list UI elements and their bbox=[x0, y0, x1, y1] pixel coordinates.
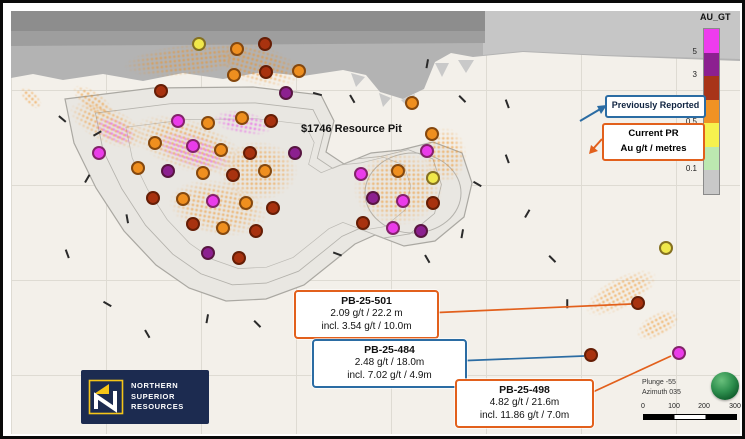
legend-color-segment bbox=[704, 76, 719, 100]
previously-reported-box: Previously Reported bbox=[605, 95, 706, 118]
hole-grade: 2.09 g/t / 22.2 m bbox=[330, 308, 403, 320]
drill-intercept-dot bbox=[146, 191, 160, 205]
legend-color-segment bbox=[704, 29, 719, 53]
drill-intercept-dot bbox=[414, 224, 428, 238]
drill-intercept-dot bbox=[201, 246, 215, 260]
hole-id: PB-25-484 bbox=[364, 344, 415, 356]
drill-intercept-dot bbox=[584, 348, 598, 362]
legend-color-segment bbox=[704, 123, 719, 147]
resource-pit-label: $1746 Resource Pit bbox=[301, 123, 402, 135]
drill-intercept-dot bbox=[258, 164, 272, 178]
drill-intercept-dot bbox=[176, 192, 190, 206]
drill-intercept-dot bbox=[659, 241, 673, 255]
drill-intercept-dot bbox=[161, 164, 175, 178]
drill-intercept-dot bbox=[192, 37, 206, 51]
legend-color-segment bbox=[704, 52, 719, 77]
hole-grade: 2.48 g/t / 18.0m bbox=[354, 357, 425, 369]
current-pr-line1: Current PR bbox=[628, 128, 679, 139]
hole-incl: incl. 7.02 g/t / 4.9m bbox=[347, 370, 432, 382]
logo-mark-icon bbox=[88, 379, 124, 415]
drill-intercept-dot bbox=[227, 68, 241, 82]
logo-text: NORTHERN SUPERIOR RESOURCES bbox=[131, 381, 184, 412]
drill-intercept-dot bbox=[354, 167, 368, 181]
drill-intercept-dot bbox=[239, 196, 253, 210]
drill-intercept-dot bbox=[258, 37, 272, 51]
drill-intercept-dot bbox=[292, 64, 306, 78]
hole-id: PB-25-501 bbox=[341, 295, 392, 307]
drill-intercept-dot bbox=[216, 221, 230, 235]
drill-intercept-dot bbox=[249, 224, 263, 238]
drill-intercept-dot bbox=[206, 194, 220, 208]
drill-intercept-dot bbox=[131, 161, 145, 175]
legend-title: AU_GT bbox=[700, 12, 731, 22]
drill-intercept-dot bbox=[264, 114, 278, 128]
au-grade-colorbar bbox=[703, 28, 720, 195]
drill-intercept-dot bbox=[386, 221, 400, 235]
drill-intercept-dot bbox=[196, 166, 210, 180]
drill-intercept-dot bbox=[279, 86, 293, 100]
hole-incl: incl. 3.54 g/t / 10.0m bbox=[321, 321, 412, 333]
drill-intercept-dot bbox=[391, 164, 405, 178]
azimuth-label: Azimuth 035 bbox=[642, 389, 681, 397]
legend-value-label: 3 bbox=[692, 70, 697, 80]
drill-intercept-dot bbox=[214, 143, 228, 157]
drill-intercept-dot bbox=[232, 251, 246, 265]
drill-intercept-dot bbox=[405, 96, 419, 110]
drill-intercept-dot bbox=[266, 201, 280, 215]
callout-pb-25-498: PB-25-498 4.82 g/t / 21.6m incl. 11.86 g… bbox=[455, 379, 594, 429]
drill-intercept-dot bbox=[171, 114, 185, 128]
drill-intercept-dot bbox=[226, 168, 240, 182]
legend-value-label: 5 bbox=[692, 46, 697, 56]
drill-intercept-dot bbox=[259, 65, 273, 79]
drill-intercept-dot bbox=[186, 217, 200, 231]
drill-intercept-dot bbox=[366, 191, 380, 205]
drill-intercept-dot bbox=[154, 84, 168, 98]
drill-intercept-dot bbox=[420, 144, 434, 158]
drill-intercept-dot bbox=[243, 146, 257, 160]
drill-intercept-dot bbox=[426, 196, 440, 210]
drill-intercept-dot bbox=[186, 139, 200, 153]
drill-intercept-dot bbox=[672, 346, 686, 360]
drill-intercept-dot bbox=[288, 146, 302, 160]
drill-intercept-dot bbox=[356, 216, 370, 230]
drill-intercept-dot bbox=[235, 111, 249, 125]
drill-intercept-dot bbox=[148, 136, 162, 150]
scale-labels: 0 100 200 300 bbox=[641, 403, 741, 410]
drill-intercept-dot bbox=[92, 146, 106, 160]
legend-color-segment bbox=[704, 170, 719, 195]
current-pr-line2: Au g/t / metres bbox=[620, 142, 687, 154]
plunge-label: Plunge -55 bbox=[642, 379, 676, 386]
legend-value-label: 0.1 bbox=[685, 164, 697, 174]
legend-color-segment bbox=[704, 146, 719, 171]
current-pr-box: Current PR Au g/t / metres bbox=[602, 123, 705, 161]
hole-incl: incl. 11.86 g/t / 7.0m bbox=[479, 410, 570, 422]
view-orientation: Plunge -55 Azimuth 035 bbox=[642, 378, 681, 398]
drill-intercept-dot bbox=[396, 194, 410, 208]
hole-id: PB-25-498 bbox=[499, 384, 550, 396]
callout-pb-25-484: PB-25-484 2.48 g/t / 18.0m incl. 7.02 g/… bbox=[312, 339, 467, 389]
scale-bar bbox=[643, 414, 737, 420]
callout-pb-25-501: PB-25-501 2.09 g/t / 22.2 m incl. 3.54 g… bbox=[294, 290, 439, 340]
legend-value-label: 0.5 bbox=[685, 117, 697, 127]
orientation-sphere-icon bbox=[711, 372, 739, 400]
drill-intercept-dot bbox=[426, 171, 440, 185]
legend-color-segment bbox=[704, 99, 719, 124]
drill-intercept-dot bbox=[631, 296, 645, 310]
drill-intercept-dot bbox=[230, 42, 244, 56]
drill-intercept-dot bbox=[425, 127, 439, 141]
drill-intercept-dot bbox=[201, 116, 215, 130]
company-logo: NORTHERN SUPERIOR RESOURCES bbox=[81, 370, 209, 424]
structure-tick bbox=[566, 299, 569, 309]
hole-grade: 4.82 g/t / 21.6m bbox=[489, 397, 560, 409]
